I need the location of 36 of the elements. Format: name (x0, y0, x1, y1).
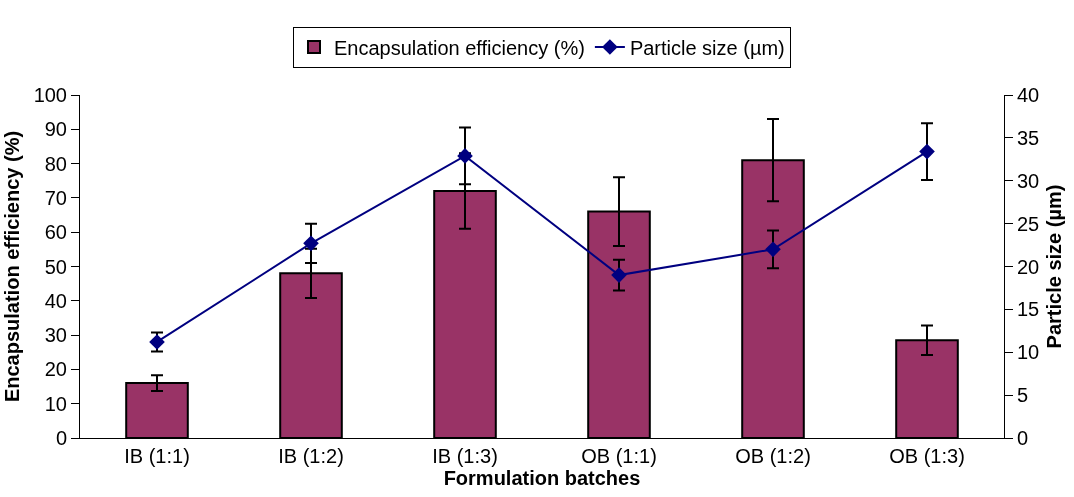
y-tick-label: 10 (44, 392, 67, 415)
y-axis-title: Encapsulation efficiency (%) (1, 130, 24, 403)
y2-tick-label: 35 (1017, 126, 1040, 149)
point (765, 241, 781, 258)
y-tick-label: 20 (44, 358, 67, 381)
y2-tick-label: 10 (1017, 341, 1040, 364)
y2-tick-label: 15 (1017, 298, 1040, 321)
y-tick-label: 50 (44, 255, 67, 278)
point (919, 143, 935, 160)
x-tick-label: OB (1:3) (889, 445, 965, 467)
legend-label: Encapsulation efficiency (%) (334, 36, 585, 59)
x-axis-title: Formulation batches (443, 467, 641, 489)
y2-tick-label: 40 (1017, 84, 1040, 106)
y-tick-label: 80 (44, 152, 67, 175)
y-tick-label: 40 (44, 289, 67, 312)
x-tick-label: IB (1:1) (124, 445, 190, 467)
y2-tick-label: 30 (1017, 169, 1040, 192)
y2-tick-label: 20 (1017, 255, 1040, 278)
y2-tick-label: 5 (1017, 384, 1029, 407)
y2-tick-label: 25 (1017, 212, 1040, 235)
y-tick-label: 60 (44, 221, 67, 244)
x-tick-label: IB (1:3) (432, 445, 498, 467)
point (303, 235, 319, 252)
y-tick-label: 70 (44, 186, 67, 209)
x-tick-label: OB (1:1) (581, 445, 657, 467)
point (457, 148, 473, 164)
legend-label: Particle size (µm) (629, 36, 785, 59)
y-tick-label: 0 (55, 427, 67, 449)
y-tick-label: 100 (33, 84, 67, 106)
y2-axis-title: Particle size (µm) (1042, 184, 1065, 349)
y-tick-label: 30 (44, 324, 67, 347)
y-tick-label: 90 (44, 118, 67, 141)
point (611, 267, 627, 283)
x-tick-label: OB (1:2) (735, 445, 811, 467)
x-tick-label: IB (1:2) (278, 445, 344, 467)
y2-tick-label: 0 (1017, 427, 1029, 449)
